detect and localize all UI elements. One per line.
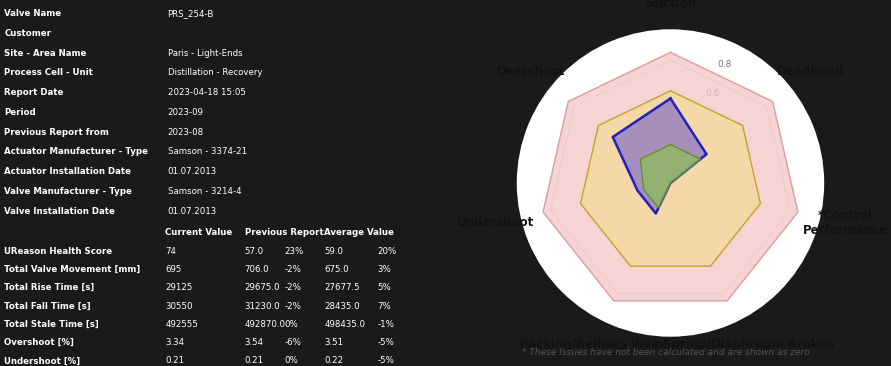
Text: 3.54: 3.54 <box>245 338 264 347</box>
Text: Valve Manufacturer - Type: Valve Manufacturer - Type <box>4 187 132 196</box>
Text: 0.21: 0.21 <box>166 356 184 366</box>
Text: Period: Period <box>4 108 36 117</box>
Text: 498435.0: 498435.0 <box>324 320 365 329</box>
Text: 27677.5: 27677.5 <box>324 283 360 292</box>
Polygon shape <box>613 98 707 213</box>
Text: 74: 74 <box>166 247 176 256</box>
Text: 01.07.2013: 01.07.2013 <box>168 167 217 176</box>
Text: Total Fall Time [s]: Total Fall Time [s] <box>4 302 91 311</box>
Text: Samson - 3214-4: Samson - 3214-4 <box>168 187 241 196</box>
Text: Overshoot [%]: Overshoot [%] <box>4 338 74 347</box>
Text: 492870.0: 492870.0 <box>245 320 286 329</box>
Text: 3.34: 3.34 <box>166 338 184 347</box>
Text: 675.0: 675.0 <box>324 265 348 274</box>
Polygon shape <box>641 145 700 208</box>
Text: -2%: -2% <box>284 283 301 292</box>
Text: 0%: 0% <box>284 320 298 329</box>
Text: Valve Name: Valve Name <box>4 9 61 18</box>
Text: 28435.0: 28435.0 <box>324 302 360 311</box>
Text: 7%: 7% <box>377 302 391 311</box>
Text: Distillation - Recovery: Distillation - Recovery <box>168 68 262 78</box>
Polygon shape <box>581 91 760 266</box>
Text: Total Valve Movement [mm]: Total Valve Movement [mm] <box>4 265 141 274</box>
Text: 3.51: 3.51 <box>324 338 343 347</box>
Text: -2%: -2% <box>284 302 301 311</box>
Text: Previous Report from: Previous Report from <box>4 128 110 137</box>
Text: 01.07.2013: 01.07.2013 <box>168 207 217 216</box>
Text: -5%: -5% <box>377 356 394 366</box>
Text: 2023-09: 2023-09 <box>168 108 204 117</box>
Text: 29675.0: 29675.0 <box>245 283 281 292</box>
Text: Total Stale Time [s]: Total Stale Time [s] <box>4 320 99 329</box>
Text: 492555: 492555 <box>166 320 199 329</box>
Text: Average Value: Average Value <box>324 228 394 238</box>
Text: -2%: -2% <box>284 265 301 274</box>
Text: 57.0: 57.0 <box>245 247 264 256</box>
Text: 0.21: 0.21 <box>245 356 264 366</box>
Text: 20%: 20% <box>377 247 396 256</box>
Text: 0%: 0% <box>284 356 298 366</box>
Text: Paris - Light-Ends: Paris - Light-Ends <box>168 49 242 58</box>
Text: Customer: Customer <box>4 29 52 38</box>
Text: 0.22: 0.22 <box>324 356 343 366</box>
Text: Samson - 3374-21: Samson - 3374-21 <box>168 147 247 157</box>
Text: Actuator Manufacturer - Type: Actuator Manufacturer - Type <box>4 147 149 157</box>
Text: Site - Area Name: Site - Area Name <box>4 49 86 58</box>
Text: 2023-04-18 15:05: 2023-04-18 15:05 <box>168 88 246 97</box>
Text: 29125: 29125 <box>166 283 192 292</box>
Text: -5%: -5% <box>377 338 394 347</box>
Text: 2023-08: 2023-08 <box>168 128 204 137</box>
Text: * These Issues have not been calculated and are shown as zero: * These Issues have not been calculated … <box>522 348 810 357</box>
Text: Undershoot [%]: Undershoot [%] <box>4 356 80 366</box>
Text: -1%: -1% <box>377 320 394 329</box>
Text: 3%: 3% <box>377 265 391 274</box>
Text: 5%: 5% <box>377 283 391 292</box>
Text: 59.0: 59.0 <box>324 247 343 256</box>
Text: Current Value: Current Value <box>166 228 233 238</box>
Text: Total Rise Time [s]: Total Rise Time [s] <box>4 283 94 292</box>
Text: 706.0: 706.0 <box>245 265 269 274</box>
Text: 30550: 30550 <box>166 302 192 311</box>
Text: 31230.0: 31230.0 <box>245 302 281 311</box>
Polygon shape <box>544 52 797 301</box>
Text: -6%: -6% <box>284 338 301 347</box>
Text: Actuator Installation Date: Actuator Installation Date <box>4 167 131 176</box>
Text: Process Cell - Unit: Process Cell - Unit <box>4 68 94 78</box>
Text: 695: 695 <box>166 265 182 274</box>
Text: 23%: 23% <box>284 247 304 256</box>
Text: PRS_254-B: PRS_254-B <box>168 9 214 18</box>
Text: Previous Report: Previous Report <box>245 228 323 238</box>
Text: Report Date: Report Date <box>4 88 64 97</box>
Text: Valve Installation Date: Valve Installation Date <box>4 207 115 216</box>
Text: UReason Health Score: UReason Health Score <box>4 247 112 256</box>
